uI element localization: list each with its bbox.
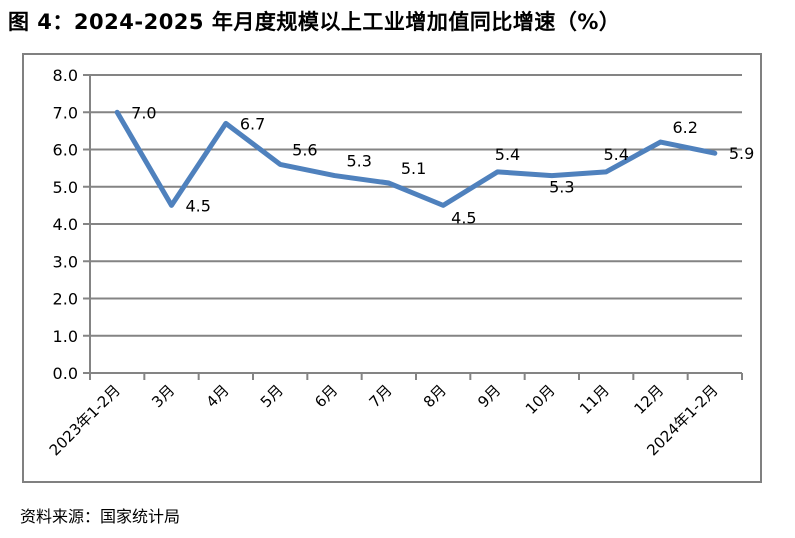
x-tick-label: 3月 [148,381,178,411]
y-tick-label: 7.0 [53,103,78,122]
data-label: 5.4 [495,145,520,164]
y-tick-label: 6.0 [53,141,78,160]
x-tick-label: 12月 [630,381,667,418]
x-tick-label: 2023年1-2月 [46,381,124,459]
data-label: 5.3 [549,178,574,197]
data-label: 4.5 [451,208,476,227]
data-label: 4.5 [186,196,211,215]
data-label: 5.4 [603,145,628,164]
y-tick-label: 5.0 [53,178,78,197]
data-label: 7.0 [131,103,156,122]
y-tick-label: 0.0 [53,364,78,383]
y-tick-label: 1.0 [53,327,78,346]
x-tick-label: 5月 [257,381,287,411]
line-chart: 0.0 1.0 2.0 3.0 4.0 5.0 6.0 7.0 8.0 2023年1-2月 3月 4月… [46,66,755,459]
data-label: 6.7 [240,114,265,133]
y-tick-label: 2.0 [53,290,78,309]
x-tick-label: 4月 [203,381,233,411]
data-label: 5.9 [729,144,754,163]
y-tick-label: 8.0 [53,66,78,85]
series-line [114,109,718,208]
x-tick-label: 8月 [420,381,450,411]
data-label: 5.6 [292,140,317,159]
chart-container: 0.0 1.0 2.0 3.0 4.0 5.0 6.0 7.0 8.0 2023年1-2月 3月 4月… [22,53,762,483]
x-tick-label: 10月 [522,381,559,418]
data-label: 5.1 [401,159,426,178]
x-tick-label: 9月 [474,381,504,411]
y-tick-label: 3.0 [53,252,78,271]
y-tick-label: 4.0 [53,215,78,234]
chart-title: 图 4：2024-2025 年月度规模以上工业增加值同比增速（%） [8,10,621,34]
x-tick-label: 11月 [576,381,613,418]
source-note: 资料来源：国家统计局 [20,507,181,526]
x-tick-label: 6月 [311,381,341,411]
x-tick-label: 7月 [366,381,396,411]
data-label: 5.3 [347,152,372,171]
data-label: 6.2 [673,118,698,137]
